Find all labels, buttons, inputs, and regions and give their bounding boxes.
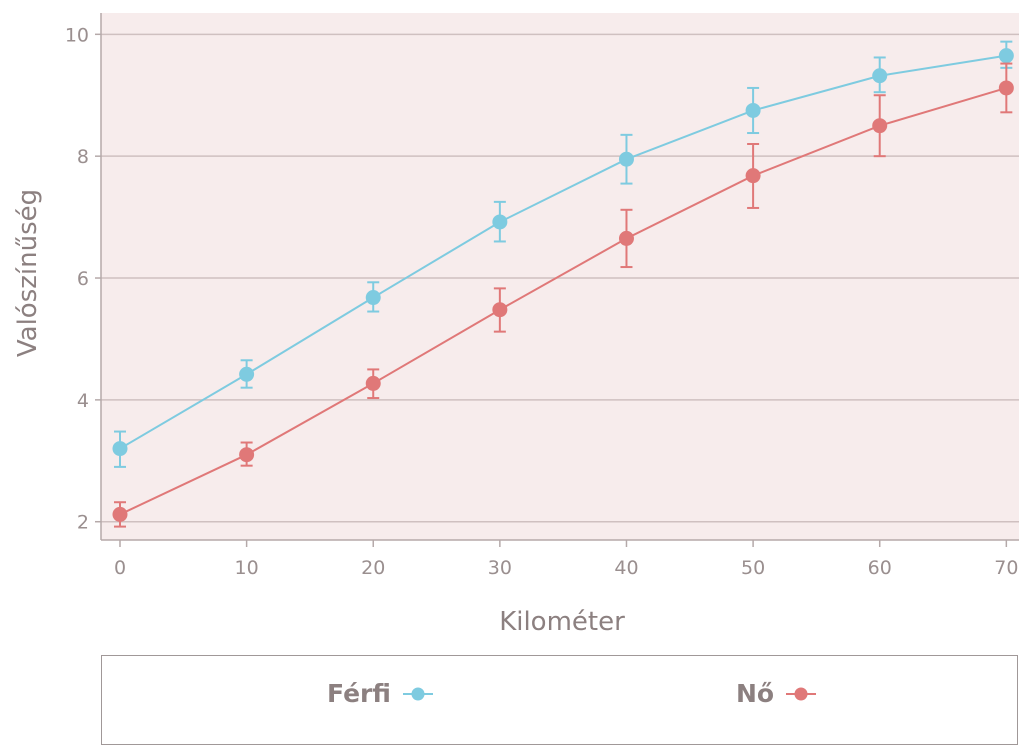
data-point-1-1 (239, 447, 255, 463)
legend-label-ferfi: Férfi (327, 679, 391, 708)
series-line-1 (119, 86, 1007, 516)
x-tick-label-40: 40 (614, 557, 638, 579)
data-point-1-7 (998, 80, 1014, 96)
y-tick-label-10: 10 (65, 24, 89, 46)
data-point-0-7 (998, 48, 1014, 64)
legend: Férfi Nő (101, 655, 1018, 745)
data-point-1-0 (112, 506, 128, 522)
series-line-0 (119, 54, 1007, 450)
line-chart: 2 4 6 8 10 0 10 20 30 40 50 60 70 Kilométer Valószín… (13, 13, 1019, 637)
legend-item-no[interactable]: Nő (736, 679, 817, 708)
x-axis-title: Kilométer (499, 607, 625, 637)
y-tick-label-2: 2 (77, 512, 89, 534)
legend-marker-no (786, 687, 817, 700)
x-tick-label-0: 0 (114, 557, 126, 579)
axes (95, 13, 1019, 547)
data-point-1-2 (365, 375, 381, 391)
series-1 (112, 62, 1014, 528)
data-point-0-3 (492, 214, 508, 230)
data-point-1-6 (872, 118, 888, 134)
data-point-0-0 (112, 441, 128, 457)
legend-label-no: Nő (736, 679, 775, 708)
x-tick-label-50: 50 (741, 557, 765, 579)
y-tick-label-8: 8 (77, 146, 89, 168)
x-tick-label-10: 10 (235, 557, 259, 579)
data-point-1-3 (492, 302, 508, 318)
x-tick-label-60: 60 (868, 557, 892, 579)
x-tick-label-20: 20 (361, 557, 385, 579)
x-tick-label-70: 70 (994, 557, 1018, 579)
data-point-0-2 (365, 290, 381, 306)
data-point-0-1 (239, 366, 255, 382)
gridlines (101, 33, 1019, 523)
data-point-1-5 (745, 168, 761, 184)
y-axis-title: Valószínűség (13, 189, 43, 357)
y-tick-label-6: 6 (77, 268, 89, 290)
data-point-0-4 (618, 151, 634, 167)
series-0 (112, 40, 1014, 468)
data-point-0-6 (872, 68, 888, 84)
y-tick-label-4: 4 (77, 390, 89, 412)
data-point-0-5 (745, 102, 761, 118)
data-point-1-4 (618, 230, 634, 246)
x-tick-label-30: 30 (488, 557, 512, 579)
series-layer (112, 40, 1014, 528)
tick-labels: 2 4 6 8 10 0 10 20 30 40 50 60 70 (65, 24, 1019, 579)
legend-item-ferfi[interactable]: Férfi (327, 679, 433, 708)
legend-marker-ferfi (402, 687, 433, 700)
